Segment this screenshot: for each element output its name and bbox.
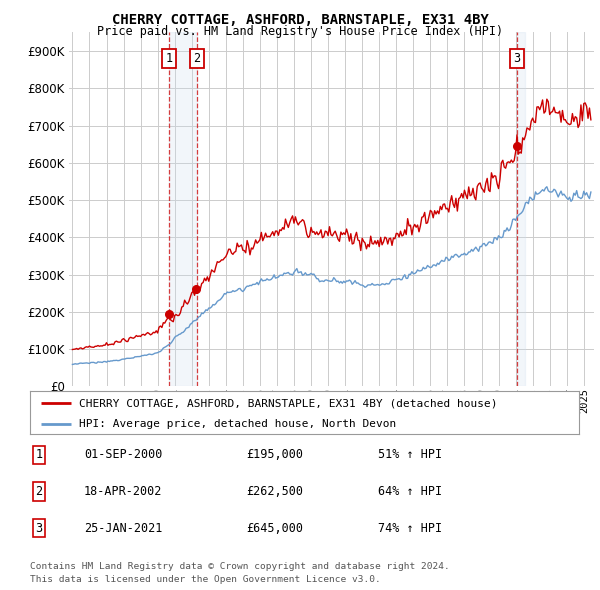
Text: This data is licensed under the Open Government Licence v3.0.: This data is licensed under the Open Gov… xyxy=(30,575,381,584)
Text: 3: 3 xyxy=(35,522,43,535)
Text: Contains HM Land Registry data © Crown copyright and database right 2024.: Contains HM Land Registry data © Crown c… xyxy=(30,562,450,571)
Text: 25-JAN-2021: 25-JAN-2021 xyxy=(84,522,163,535)
Text: 51% ↑ HPI: 51% ↑ HPI xyxy=(378,448,442,461)
Text: 74% ↑ HPI: 74% ↑ HPI xyxy=(378,522,442,535)
Text: 2: 2 xyxy=(193,52,200,65)
Text: 1: 1 xyxy=(35,448,43,461)
Text: HPI: Average price, detached house, North Devon: HPI: Average price, detached house, Nort… xyxy=(79,419,397,429)
Text: £645,000: £645,000 xyxy=(246,522,303,535)
Text: 1: 1 xyxy=(166,52,173,65)
Text: 18-APR-2002: 18-APR-2002 xyxy=(84,485,163,498)
Text: 3: 3 xyxy=(513,52,520,65)
Text: £195,000: £195,000 xyxy=(246,448,303,461)
Text: CHERRY COTTAGE, ASHFORD, BARNSTAPLE, EX31 4BY (detached house): CHERRY COTTAGE, ASHFORD, BARNSTAPLE, EX3… xyxy=(79,398,498,408)
Text: Price paid vs. HM Land Registry's House Price Index (HPI): Price paid vs. HM Land Registry's House … xyxy=(97,25,503,38)
Text: 2: 2 xyxy=(35,485,43,498)
Text: CHERRY COTTAGE, ASHFORD, BARNSTAPLE, EX31 4BY: CHERRY COTTAGE, ASHFORD, BARNSTAPLE, EX3… xyxy=(112,13,488,27)
Text: 01-SEP-2000: 01-SEP-2000 xyxy=(84,448,163,461)
Text: £262,500: £262,500 xyxy=(246,485,303,498)
Bar xyxy=(169,32,197,386)
Bar xyxy=(517,32,526,386)
Text: 64% ↑ HPI: 64% ↑ HPI xyxy=(378,485,442,498)
